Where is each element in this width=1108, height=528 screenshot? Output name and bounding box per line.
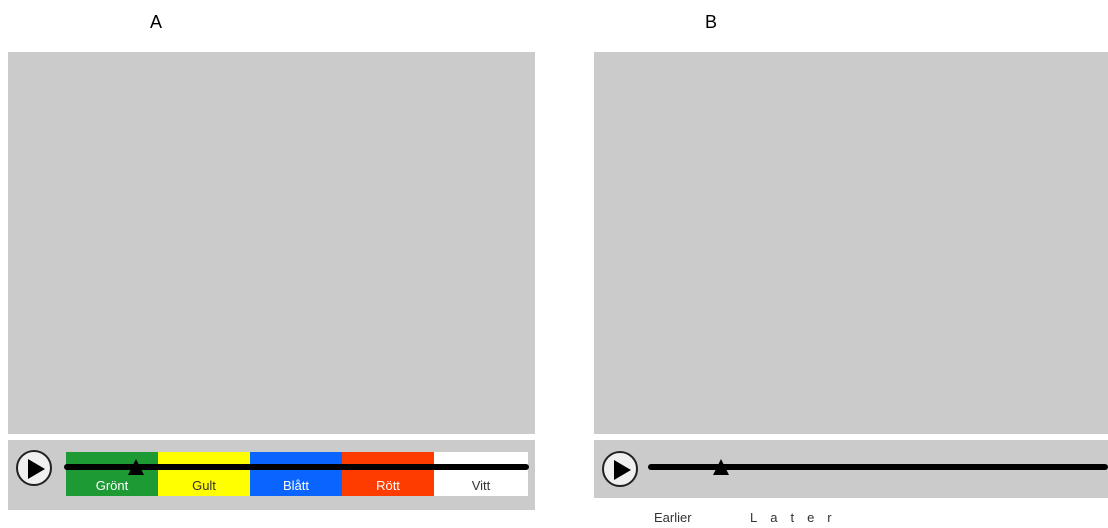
play-icon	[28, 459, 45, 479]
color-segments: Grönt Gult Blått Rött Vitt	[66, 452, 528, 496]
segment-label: Rött	[376, 478, 400, 493]
segment-label: Gult	[192, 478, 216, 493]
video-area-a[interactable]	[8, 52, 535, 434]
segment-rott[interactable]: Rött	[342, 452, 434, 496]
video-area-b[interactable]	[594, 52, 1108, 434]
timeline-track-a[interactable]	[64, 464, 529, 470]
timeline-track-b[interactable]	[648, 464, 1108, 470]
triangle-marker-icon[interactable]	[713, 459, 729, 475]
segment-gult[interactable]: Gult	[158, 452, 250, 496]
segment-label: Grönt	[95, 478, 129, 493]
segment-vitt[interactable]: Vitt	[434, 452, 528, 496]
segment-gront[interactable]: Grönt	[66, 452, 158, 496]
panel-b-label: B	[705, 12, 718, 32]
play-icon	[614, 460, 631, 480]
segment-label: Blått	[282, 478, 309, 493]
segment-label: Vitt	[471, 478, 491, 493]
triangle-marker-icon[interactable]	[128, 459, 144, 475]
later-label: Later	[750, 510, 845, 525]
player-controls-b	[594, 440, 1108, 498]
play-button-b[interactable]	[602, 451, 638, 487]
earlier-label: Earlier	[654, 510, 692, 525]
segment-blatt[interactable]: Blått	[250, 452, 342, 496]
play-button-a[interactable]	[16, 450, 52, 486]
panel-a-label: A	[150, 12, 163, 32]
player-controls-a: Grönt Gult Blått Rött Vitt	[8, 440, 535, 510]
